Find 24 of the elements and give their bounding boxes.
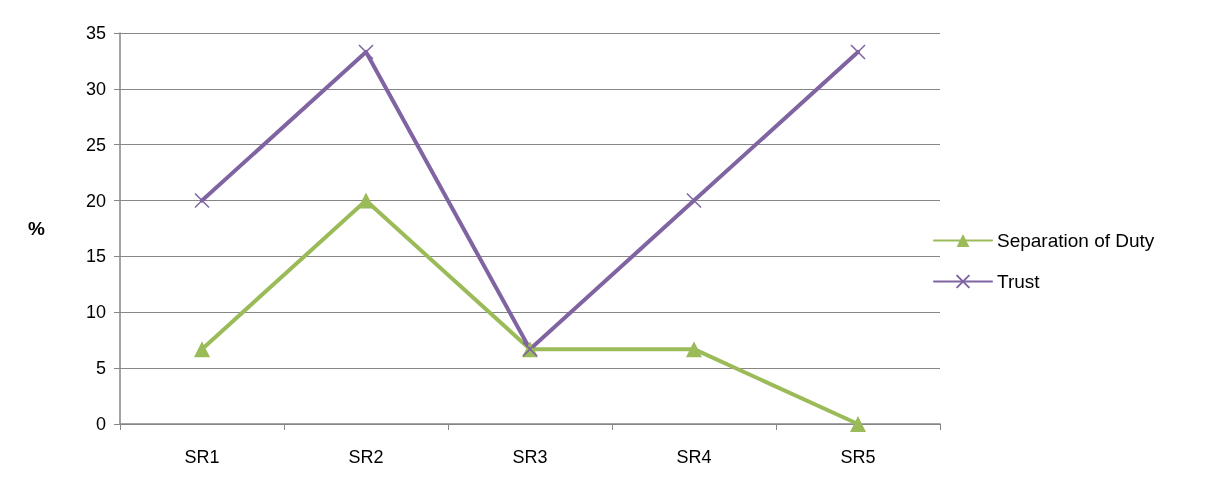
x-tick-label: SR3 (512, 447, 548, 467)
point (358, 192, 374, 209)
y-tick-label: 5 (95, 358, 106, 379)
point (358, 44, 374, 60)
point (850, 416, 866, 432)
y-tick-label: 25 (85, 134, 106, 155)
x-tick-label: SR1 (184, 447, 220, 467)
y-tick-label: 30 (85, 78, 106, 99)
point (194, 341, 210, 358)
legend-label: Separation of Duty (997, 230, 1155, 251)
y-axis-title: % (28, 218, 46, 239)
x-tick-label: SR5 (840, 447, 876, 467)
y-tick-label: 35 (85, 23, 106, 43)
x-tick-label: SR2 (348, 447, 384, 467)
point (850, 44, 866, 60)
legend-label: Trust (997, 271, 1041, 292)
y-tick-label: 0 (95, 414, 106, 434)
y-tick-label: 20 (85, 190, 106, 211)
point (686, 192, 702, 209)
point (686, 341, 702, 358)
y-tick-label: 15 (85, 246, 106, 267)
point (194, 192, 210, 209)
x-tick-label: SR4 (676, 447, 712, 467)
y-tick-label: 10 (85, 302, 106, 323)
